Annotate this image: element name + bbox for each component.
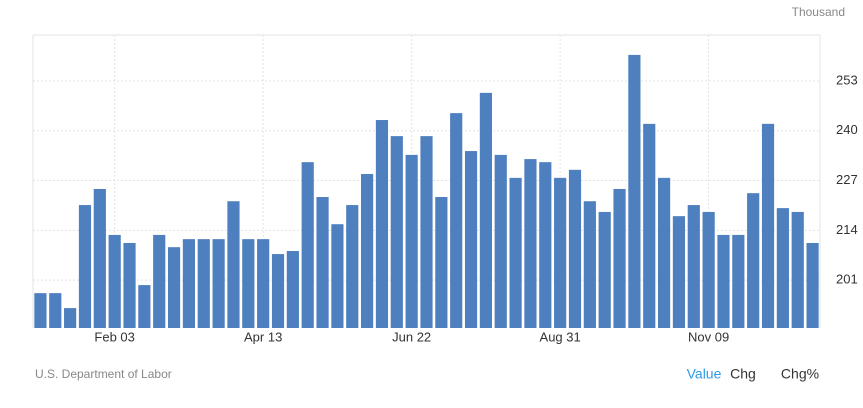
- bar: [628, 54, 641, 328]
- bar: [509, 177, 522, 328]
- y-tick-label: 201: [836, 272, 858, 287]
- bar: [435, 197, 448, 328]
- bar: [49, 293, 62, 328]
- bar: [153, 234, 166, 328]
- x-tick-label: Jun 22: [392, 329, 431, 344]
- bar: [776, 208, 789, 328]
- bar: [64, 308, 77, 328]
- bar: [227, 201, 240, 328]
- y-tick-label: 240: [836, 122, 858, 137]
- y-tick-label: 227: [836, 172, 858, 187]
- bar: [405, 154, 418, 328]
- bar: [479, 92, 492, 328]
- bar: [78, 205, 92, 328]
- unit-label: Thousand: [792, 5, 845, 19]
- bar: [331, 224, 344, 328]
- bar: [583, 201, 596, 328]
- tab-button[interactable]: Chg%: [781, 366, 819, 382]
- bar: [361, 174, 374, 328]
- bar: [747, 193, 760, 328]
- bar: [316, 197, 329, 328]
- x-tick-label: Nov 09: [688, 329, 729, 344]
- bar: [390, 136, 403, 328]
- bar: [286, 251, 299, 328]
- bar: [167, 247, 181, 328]
- bar: [346, 205, 359, 328]
- bar: [791, 211, 804, 328]
- bar: [212, 239, 225, 328]
- bar: [301, 162, 314, 328]
- tab-button[interactable]: Chg: [730, 366, 756, 382]
- bar: [271, 254, 285, 328]
- bar: [93, 188, 106, 328]
- bar: [643, 123, 656, 328]
- bar: [657, 177, 671, 328]
- bar: [123, 242, 136, 328]
- bar: [806, 242, 819, 328]
- bar: [197, 239, 210, 328]
- bar: [687, 205, 700, 328]
- bar: [717, 234, 730, 328]
- x-tick-label: Feb 03: [94, 329, 134, 344]
- bar: [702, 211, 715, 328]
- x-tick-label: Apr 13: [244, 329, 282, 344]
- bar: [464, 151, 478, 328]
- y-tick-label: 253: [836, 72, 858, 87]
- bar: [732, 234, 745, 328]
- bar: [108, 234, 121, 328]
- bar: [598, 211, 611, 328]
- bar: [375, 120, 389, 328]
- source: U.S. Department of Labor: [35, 367, 172, 381]
- bar: [568, 169, 582, 328]
- bar: [761, 123, 775, 328]
- bar: [524, 159, 537, 328]
- bar: [613, 188, 626, 328]
- bar: [672, 216, 686, 328]
- bar: [554, 177, 567, 328]
- bar: [539, 162, 552, 328]
- bar: [494, 154, 507, 328]
- y-tick-label: 214: [836, 222, 858, 237]
- bar: [242, 239, 255, 328]
- bar: [138, 285, 151, 328]
- x-tick-label: Aug 31: [540, 329, 581, 344]
- bar: [257, 239, 270, 328]
- bar: [420, 136, 433, 328]
- bar: [34, 293, 47, 328]
- bar: [182, 239, 196, 328]
- tab-button[interactable]: Value: [687, 366, 722, 382]
- bar: [450, 113, 463, 328]
